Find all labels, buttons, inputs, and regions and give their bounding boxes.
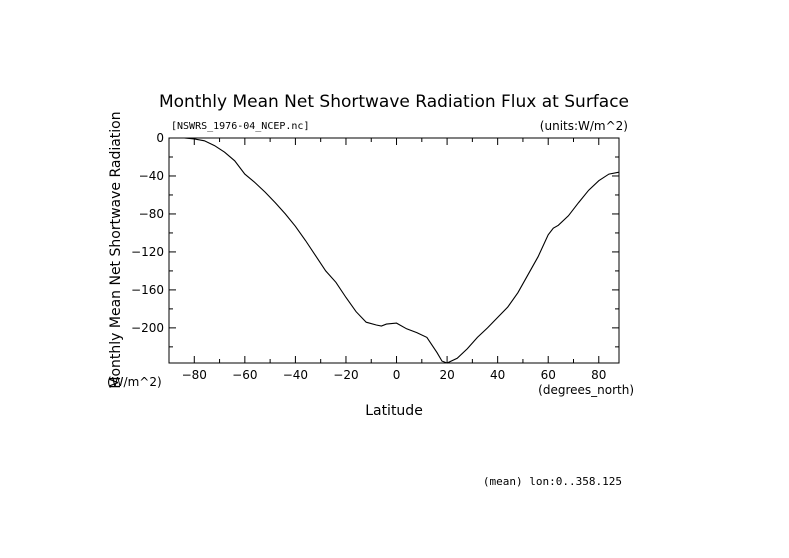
series-group [174, 137, 620, 364]
series-line-0 [174, 137, 620, 364]
y-axis-title: Monthly Mean Net Shortwave Radiation [108, 111, 124, 388]
y-tick-label: −160 [131, 283, 164, 297]
chart-title: Monthly Mean Net Shortwave Radiation Flu… [159, 92, 629, 112]
units-label: (units:W/m^2) [540, 119, 628, 133]
y-tick-label: 0 [156, 131, 164, 145]
x-tick-label: 60 [541, 368, 556, 382]
x-tick-label: 20 [439, 368, 454, 382]
y-tick-label: −120 [131, 245, 164, 259]
file-label: [NSWRS_1976-04_NCEP.nc] [171, 121, 309, 132]
y-tick-label: −40 [139, 169, 164, 183]
x-tick-label: 40 [490, 368, 505, 382]
x-tick-label: −60 [232, 368, 257, 382]
x-tick-label: −20 [333, 368, 358, 382]
x-axis-units: (degrees_north) [538, 383, 634, 397]
y-tick-label: −80 [139, 207, 164, 221]
axes: −80 −60 −40 −20 0 20 40 60 800−40−80−120−160−200 [131, 131, 620, 382]
x-tick-label: 80 [591, 368, 606, 382]
x-tick-label: 0 [393, 368, 401, 382]
plot-frame [168, 137, 620, 364]
y-tick-label: −200 [131, 321, 164, 335]
y-axis-units: (W/m^2) [107, 375, 162, 389]
footnote: (mean) lon:0..358.125 [483, 475, 622, 488]
x-axis-title: Latitude [365, 403, 423, 419]
x-tick-label: −80 [182, 368, 207, 382]
x-tick-label: −40 [283, 368, 308, 382]
